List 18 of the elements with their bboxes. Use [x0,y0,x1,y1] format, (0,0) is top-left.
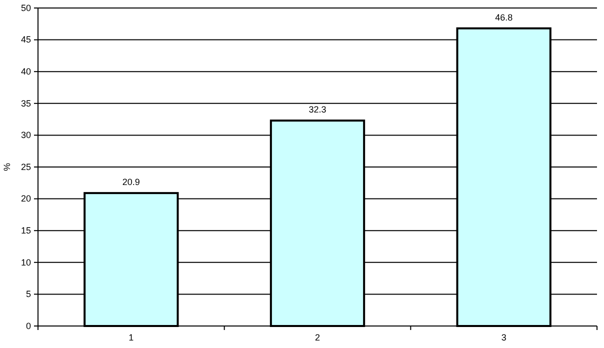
y-tick-label: 25 [20,162,31,172]
data-label: 32.3 [308,104,326,115]
x-tick-label: 3 [501,332,506,342]
data-label: 20.9 [122,177,140,188]
y-tick-label: 40 [20,66,31,76]
y-axis-title: % [2,162,12,172]
x-tick-label: 1 [128,332,134,342]
y-tick-label: 50 [20,2,31,13]
y-tick-label: 45 [20,34,31,45]
y-tick-label: 10 [20,257,31,268]
y-tick-label: 5 [26,289,31,300]
data-label: 46.8 [495,12,513,22]
y-tick-label: 30 [20,130,31,140]
y-tick-label: 20 [20,194,31,204]
x-tick-label: 2 [314,332,320,342]
y-tick-label: 0 [26,320,31,331]
y-tick-label: 15 [20,225,31,236]
y-tick-label: 35 [20,98,31,108]
